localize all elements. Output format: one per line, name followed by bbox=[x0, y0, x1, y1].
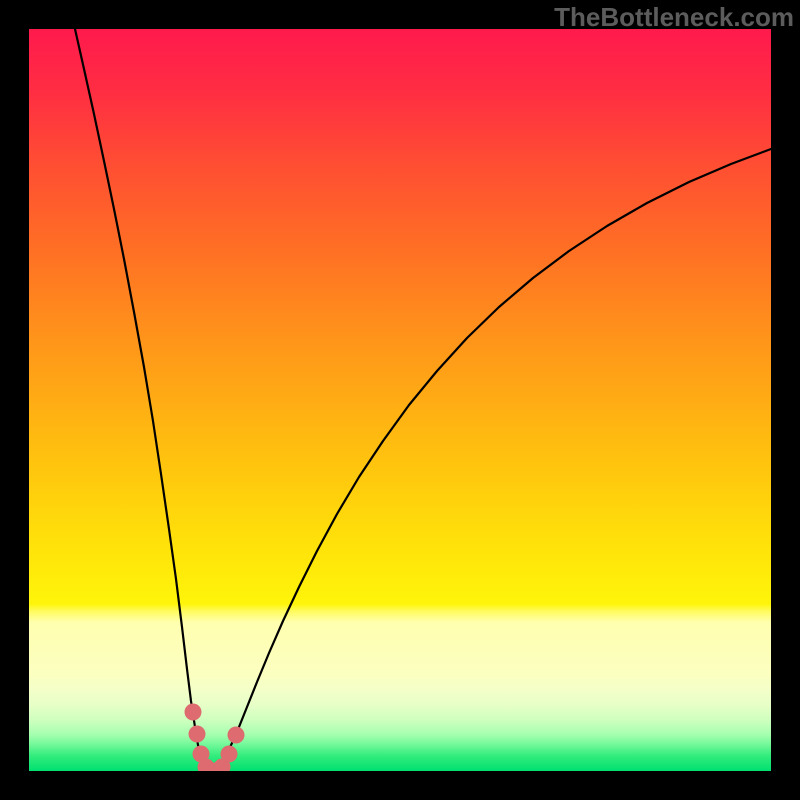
watermark-text: TheBottleneck.com bbox=[554, 4, 794, 30]
data-marker bbox=[189, 726, 206, 743]
data-marker bbox=[228, 727, 245, 744]
bottleneck-curve bbox=[75, 29, 771, 771]
data-marker bbox=[221, 746, 238, 763]
chart-container: { "chart": { "type": "line", "canvas": {… bbox=[0, 0, 800, 800]
plot-area bbox=[29, 29, 771, 771]
data-marker bbox=[185, 704, 202, 721]
chart-overlay bbox=[29, 29, 771, 771]
